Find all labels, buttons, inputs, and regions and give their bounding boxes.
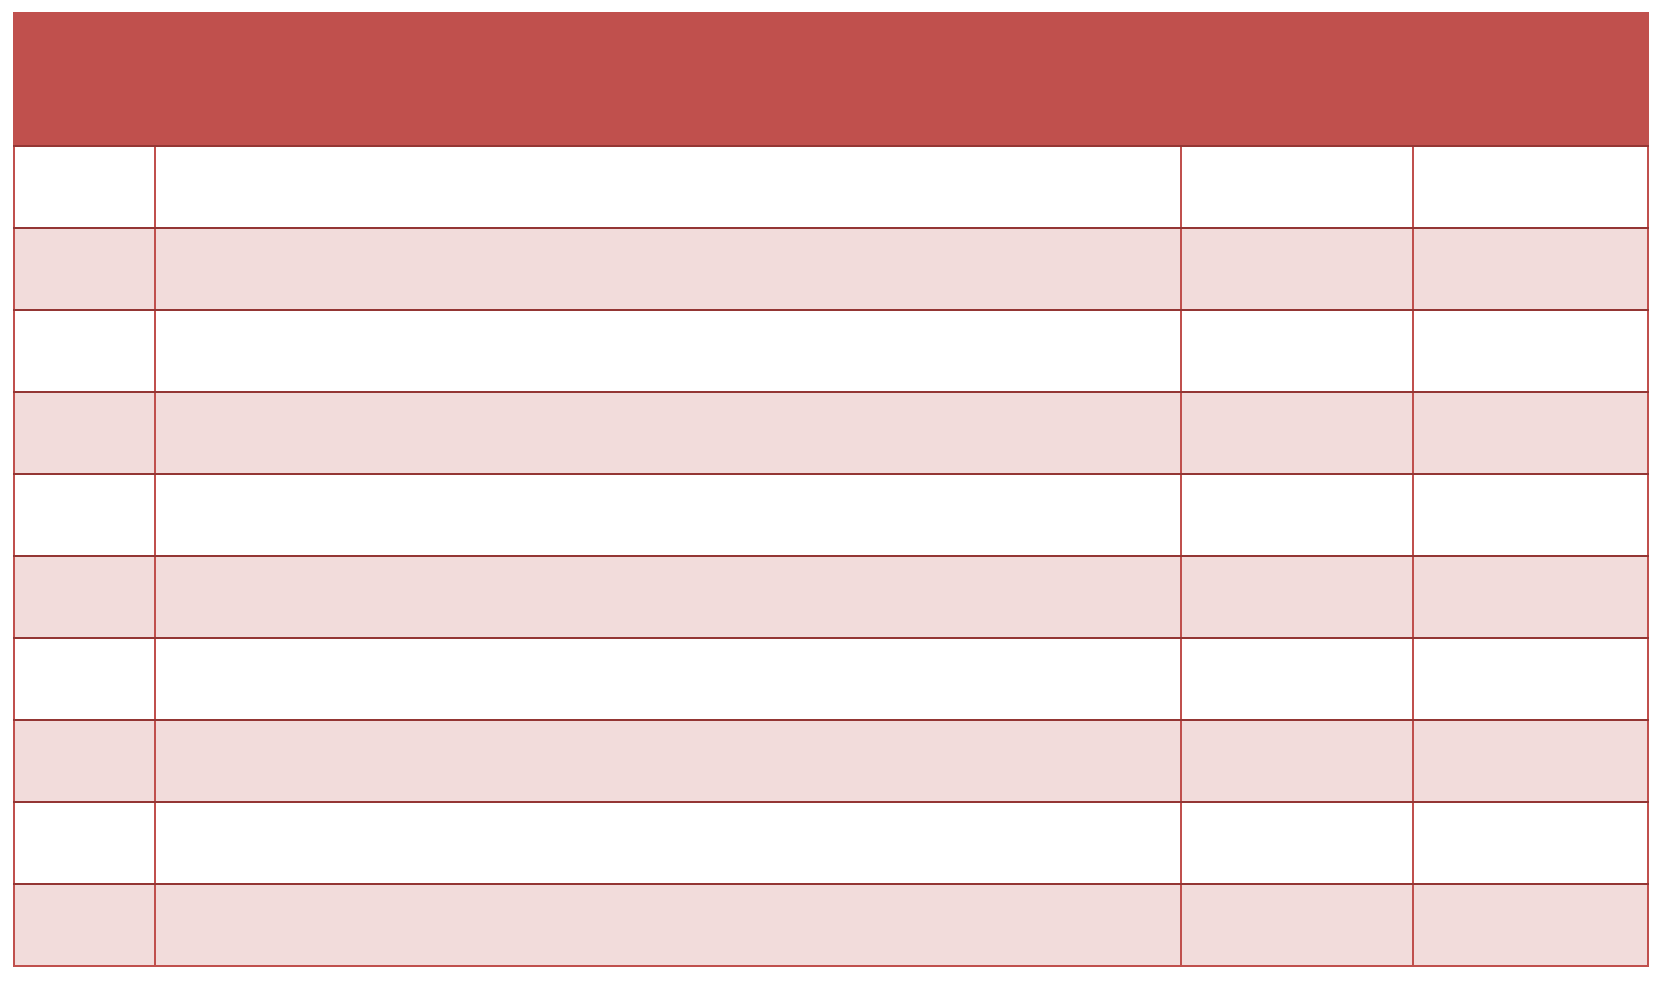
table-row bbox=[13, 146, 1649, 229]
table-cell[interactable] bbox=[154, 884, 1182, 967]
header-cell bbox=[154, 12, 1182, 147]
table-cell[interactable] bbox=[1180, 474, 1414, 557]
table-cell[interactable] bbox=[154, 474, 1182, 557]
table-cell[interactable] bbox=[1180, 310, 1414, 393]
table-row bbox=[13, 556, 1649, 639]
table-row bbox=[13, 720, 1649, 803]
table-cell[interactable] bbox=[1180, 638, 1414, 721]
blank-table bbox=[13, 12, 1649, 967]
table-cell[interactable] bbox=[154, 638, 1182, 721]
table-cell[interactable] bbox=[13, 884, 156, 967]
table-cell[interactable] bbox=[1412, 720, 1649, 803]
table-cell[interactable] bbox=[154, 310, 1182, 393]
table-row bbox=[13, 392, 1649, 475]
table-cell[interactable] bbox=[1180, 802, 1414, 885]
table-cell[interactable] bbox=[1412, 638, 1649, 721]
header-cell bbox=[1180, 12, 1414, 147]
table-cell[interactable] bbox=[13, 556, 156, 639]
table-cell[interactable] bbox=[154, 392, 1182, 475]
table-cell[interactable] bbox=[1180, 556, 1414, 639]
table-cell[interactable] bbox=[1180, 884, 1414, 967]
table-cell[interactable] bbox=[1412, 228, 1649, 311]
table-cell[interactable] bbox=[13, 310, 156, 393]
table-cell[interactable] bbox=[1180, 146, 1414, 229]
table-cell[interactable] bbox=[1412, 392, 1649, 475]
table-cell[interactable] bbox=[154, 146, 1182, 229]
table-cell[interactable] bbox=[1412, 556, 1649, 639]
header-cell bbox=[13, 12, 156, 147]
table-cell[interactable] bbox=[154, 556, 1182, 639]
table-row bbox=[13, 228, 1649, 311]
table-cell[interactable] bbox=[1412, 310, 1649, 393]
table-cell[interactable] bbox=[13, 146, 156, 229]
table-cell[interactable] bbox=[13, 228, 156, 311]
table-row bbox=[13, 310, 1649, 393]
table-cell[interactable] bbox=[13, 720, 156, 803]
table-cell[interactable] bbox=[154, 720, 1182, 803]
table-row bbox=[13, 802, 1649, 885]
header-cell bbox=[1412, 12, 1649, 147]
table-cell[interactable] bbox=[13, 802, 156, 885]
table-cell[interactable] bbox=[1412, 802, 1649, 885]
table-row bbox=[13, 884, 1649, 967]
table-cell[interactable] bbox=[1412, 474, 1649, 557]
table-row bbox=[13, 638, 1649, 721]
table-cell[interactable] bbox=[154, 228, 1182, 311]
table-cell[interactable] bbox=[13, 392, 156, 475]
table-cell[interactable] bbox=[154, 802, 1182, 885]
table-cell[interactable] bbox=[1180, 720, 1414, 803]
table-header-row bbox=[13, 12, 1649, 147]
table-cell[interactable] bbox=[1412, 884, 1649, 967]
table-row bbox=[13, 474, 1649, 557]
table-cell[interactable] bbox=[13, 474, 156, 557]
table-cell[interactable] bbox=[1180, 228, 1414, 311]
table-cell[interactable] bbox=[1180, 392, 1414, 475]
table-cell[interactable] bbox=[13, 638, 156, 721]
table-cell[interactable] bbox=[1412, 146, 1649, 229]
